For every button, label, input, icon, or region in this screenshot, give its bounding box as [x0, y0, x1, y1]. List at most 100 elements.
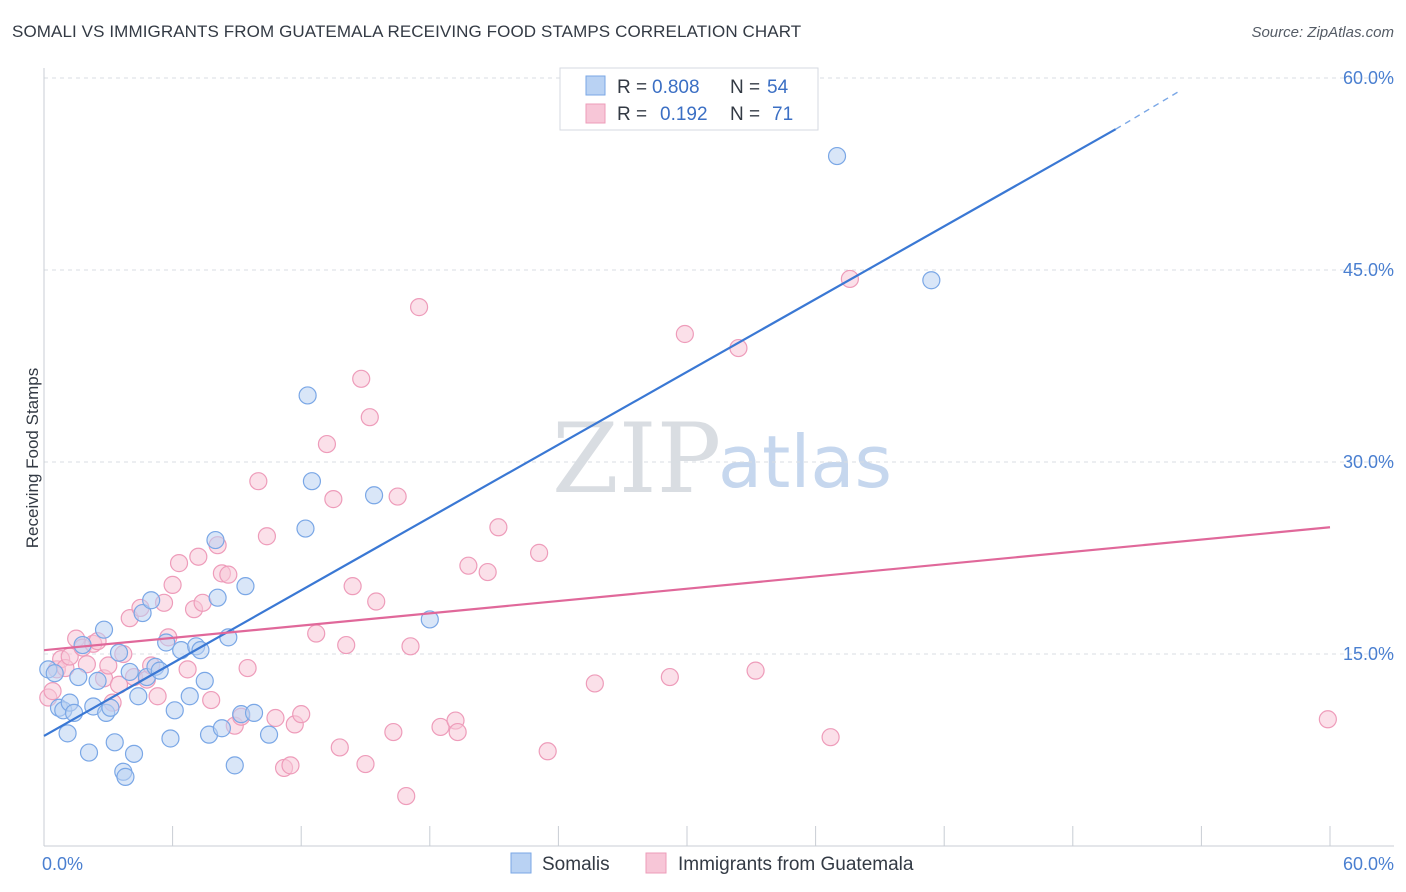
- somali-point-18: [116, 767, 135, 786]
- guatemala-point-43: [292, 705, 311, 724]
- somali-point-29: [165, 701, 184, 720]
- legend-n-label-2: N =: [730, 104, 760, 125]
- guatemala-point-38: [257, 527, 277, 546]
- guatemala-point-26: [178, 660, 197, 679]
- guatemala-point-45: [317, 434, 337, 454]
- bottom-legend-swatch-guatemala: [645, 852, 667, 874]
- somali-point-24: [142, 591, 161, 610]
- trend-lines: [43, 90, 1331, 737]
- somali-point-50: [827, 146, 847, 166]
- guatemala-point-44: [307, 624, 326, 643]
- guatemala-point-66: [538, 742, 557, 761]
- x-tick-label-1: 60.0%: [1343, 854, 1394, 874]
- somali-point-44: [259, 725, 279, 744]
- guatemala-point-58: [409, 298, 429, 317]
- somali-point-11: [88, 671, 107, 690]
- bottom-legend-label-guatemala: Immigrants from Guatemala: [678, 854, 914, 875]
- somali-point-16: [109, 643, 129, 662]
- somali-point-37: [208, 588, 227, 607]
- somali-point-20: [124, 744, 144, 763]
- guatemala-point-56: [397, 786, 416, 806]
- legend-r-value-1: 0.808: [652, 77, 700, 98]
- guatemala-point-63: [478, 562, 497, 582]
- guatemala-point-24: [163, 575, 182, 594]
- guatemala-point-64: [489, 518, 508, 537]
- legend-swatch-guatemala: [585, 103, 606, 124]
- guatemala-point-61: [448, 722, 467, 742]
- guatemala-point-65: [530, 543, 549, 562]
- bottom-legend-swatch-somalis: [510, 852, 532, 874]
- axes: [43, 68, 1394, 847]
- guatemala-point-69: [675, 324, 694, 344]
- y-axis-label: Receiving Food Stamps: [23, 368, 42, 548]
- guatemala-point-46: [324, 490, 343, 509]
- bottom-legend-label-somalis: Somalis: [542, 854, 610, 875]
- guatemala-point-36: [238, 658, 257, 678]
- legend-r-value-2: 0.192: [660, 104, 708, 125]
- grid-lines: [44, 77, 1394, 655]
- guatemala-point-55: [388, 487, 407, 506]
- guatemala-point-62: [459, 556, 478, 575]
- somali-point-38: [212, 719, 231, 738]
- chart-title: SOMALI VS IMMIGRANTS FROM GUATEMALA RECE…: [12, 22, 802, 41]
- somali-point-27: [157, 633, 176, 652]
- guatemala-point-57: [401, 637, 420, 656]
- legend-swatch-somalis: [585, 75, 606, 96]
- somali-point-15: [105, 733, 124, 752]
- somali-point-22: [133, 603, 152, 623]
- legend-box: R = 0.808 N = 54 R = 0.192 N = 71: [559, 67, 819, 131]
- guatemala-point-21: [148, 687, 167, 706]
- somali-point-46: [298, 386, 317, 405]
- somali-point-19: [120, 662, 139, 682]
- guatemala-point-1: [43, 682, 62, 701]
- legend-n-value-2: 71: [772, 104, 793, 125]
- guatemala-point-59: [431, 717, 450, 737]
- guatemala-point-37: [249, 472, 268, 491]
- somali-trend-line: [43, 128, 1117, 737]
- y-tick-label-1: 30.0%: [1343, 452, 1394, 472]
- somali-point-21: [129, 687, 148, 706]
- legend-n-value-1: 54: [767, 77, 789, 98]
- series-somalis-points: [39, 146, 941, 786]
- somali-point-31: [180, 687, 199, 706]
- somali-point-42: [236, 577, 255, 596]
- guatemala-point-67: [585, 674, 604, 693]
- guatemala-point-53: [367, 592, 386, 611]
- y-tick-label-0: 15.0%: [1343, 644, 1394, 664]
- somali-point-4: [58, 724, 77, 743]
- guatemala-point-72: [821, 728, 840, 747]
- somali-point-34: [195, 671, 214, 690]
- guatemala-point-49: [343, 577, 362, 596]
- somali-point-47: [302, 472, 322, 491]
- guatemala-point-25: [169, 554, 189, 573]
- guatemala-point-30: [202, 690, 221, 710]
- source-label: Source: ZipAtlas.com: [1251, 24, 1394, 41]
- somali-point-48: [364, 486, 384, 505]
- somali-point-36: [206, 530, 225, 550]
- somali-point-51: [922, 271, 941, 290]
- somali-point-12: [94, 620, 114, 639]
- somali-point-28: [161, 729, 180, 748]
- guatemala-trend-line: [43, 526, 1331, 652]
- guatemala-point-71: [746, 661, 765, 680]
- legend-r-label-1: R =: [617, 77, 647, 98]
- somali-point-1: [45, 664, 64, 683]
- somali-point-45: [296, 519, 315, 538]
- guatemala-point-68: [660, 667, 679, 687]
- guatemala-point-41: [281, 756, 300, 775]
- guatemala-point-48: [337, 635, 356, 655]
- bottom-legend: Somalis Immigrants from Guatemala: [510, 852, 914, 875]
- somali-point-9: [79, 743, 99, 762]
- somali-point-40: [225, 756, 244, 775]
- watermark-zip: ZIP: [552, 403, 721, 515]
- guatemala-point-47: [330, 738, 349, 757]
- somali-trend-extension: [1115, 90, 1181, 130]
- guatemala-point-51: [356, 754, 375, 774]
- guatemala-point-8: [77, 655, 96, 674]
- guatemala-point-50: [352, 369, 371, 388]
- guatemala-point-39: [266, 708, 285, 728]
- legend-n-label-1: N =: [730, 77, 760, 98]
- somali-point-43: [244, 703, 264, 722]
- guatemala-point-28: [189, 547, 208, 566]
